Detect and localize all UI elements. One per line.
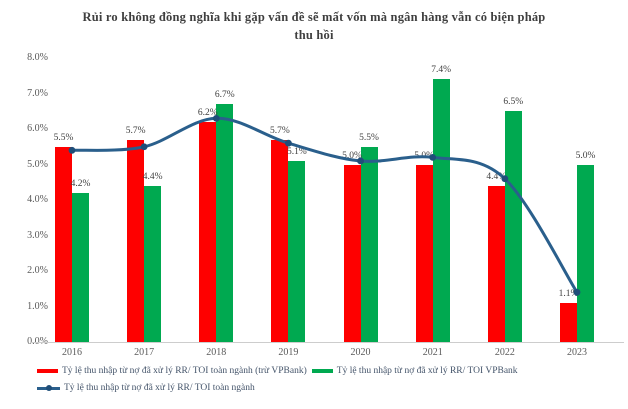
legend-swatch-green-bar-icon xyxy=(311,368,333,374)
y-axis-tick-label: 2.0% xyxy=(27,265,48,276)
y-axis-tick-label: 3.0% xyxy=(27,229,48,241)
bar-red-2016 xyxy=(55,146,72,342)
y-axis-tick-label: 5.0% xyxy=(27,158,48,170)
x-axis-tick-label-2018: 2018 xyxy=(206,347,227,358)
chart-title-line1: Rủi ro không đồng nghĩa khi gặp vấn đề s… xyxy=(82,10,546,24)
y-axis-tick-label: 0.0% xyxy=(6,336,48,348)
bar-green-2017 xyxy=(144,185,162,342)
data-label-red-2016: 5.5% xyxy=(53,132,74,143)
y-axis-tick-label: 7.0% xyxy=(27,87,48,99)
data-label-red-2017: 5.7% xyxy=(125,125,146,136)
bar-green-2019 xyxy=(288,160,306,342)
x-axis-tick-label-2021: 2021 xyxy=(422,347,443,358)
bar-green-2020 xyxy=(360,146,378,342)
data-label-green-2023: 5.0% xyxy=(575,150,596,161)
legend-item-vpbank: Tỷ lệ thu nhập từ nợ đã xử lý RR/ TOI VP… xyxy=(311,366,518,376)
data-label-green-2018: 6.7% xyxy=(214,90,235,101)
data-label-red-2022: 4.4% xyxy=(486,171,507,182)
data-label-red-2018: 6.2% xyxy=(197,107,218,118)
y-axis-tick-label: 8.0% xyxy=(27,52,48,63)
legend-swatch-red-bar-icon xyxy=(37,368,58,374)
legend-item-industry-ex-vpbank: Tỷ lệ thu nhập từ nợ đã xử lý RR/ TOI to… xyxy=(37,366,307,376)
data-label-red-2023: 1.1% xyxy=(558,288,579,299)
bar-red-2017 xyxy=(127,139,145,342)
x-axis-tick-label-2023: 2023 xyxy=(566,347,587,358)
legend-row-2: Tỷ lệ thu nhập từ nợ đã xử lý RR/ TOI to… xyxy=(37,383,597,393)
x-axis-tick-label-2017: 2017 xyxy=(134,347,155,358)
x-axis-tick-label-2022: 2022 xyxy=(494,347,515,358)
legend: Tỷ lệ thu nhập từ nợ đã xử lý RR/ TOI to… xyxy=(37,366,597,400)
data-label-green-2022: 6.5% xyxy=(503,97,524,108)
legend-label-industry-ex-vpbank: Tỷ lệ thu nhập từ nợ đã xử lý RR/ TOI to… xyxy=(62,366,307,376)
bar-green-2022 xyxy=(504,111,522,342)
chart-title-line2: thu hồi xyxy=(294,28,334,43)
bar-red-2018 xyxy=(199,121,217,342)
y-axis-tick-label: 4.0% xyxy=(27,194,48,205)
data-label-green-2019: 5.1% xyxy=(287,146,307,157)
legend-row-1: Tỷ lệ thu nhập từ nợ đã xử lý RR/ TOI to… xyxy=(37,366,597,376)
bar-red-2020 xyxy=(343,164,361,342)
legend-label-industry-line: Tỷ lệ thu nhập từ nợ đã xử lý RR/ TOI to… xyxy=(64,383,255,393)
x-axis-tick-label-2020: 2020 xyxy=(350,347,371,358)
data-label-green-2021: 7.4% xyxy=(431,65,452,76)
bar-green-2018 xyxy=(216,104,234,342)
bar-green-2023 xyxy=(576,164,594,342)
y-axis-tick-label: 1.0% xyxy=(27,300,48,312)
legend-swatch-blue-line-icon xyxy=(37,385,60,392)
bar-red-2022 xyxy=(487,185,505,342)
data-label-red-2019: 5.7% xyxy=(270,125,290,136)
bar-red-2021 xyxy=(415,164,433,342)
bar-green-2016 xyxy=(72,192,89,342)
data-label-green-2020: 5.5% xyxy=(359,132,379,143)
y-axis-tick-label: 6.0% xyxy=(27,123,48,134)
data-label-red-2020: 5.0% xyxy=(342,150,362,161)
x-axis-tick-label-2016: 2016 xyxy=(62,347,82,358)
bar-red-2023 xyxy=(559,302,577,342)
x-axis-tick-label-2019: 2019 xyxy=(278,347,299,358)
bar-green-2021 xyxy=(432,79,450,342)
legend-item-industry-line: Tỷ lệ thu nhập từ nợ đã xử lý RR/ TOI to… xyxy=(37,383,255,393)
chart-title: Rủi ro không đồng nghĩa khi gặp vấn đề s… xyxy=(0,8,628,44)
legend-label-vpbank: Tỷ lệ thu nhập từ nợ đã xử lý RR/ TOI VP… xyxy=(336,366,518,376)
data-label-green-2016: 4.2% xyxy=(70,178,91,189)
data-label-red-2021: 5.0% xyxy=(414,150,435,161)
bar-red-2019 xyxy=(271,139,289,342)
data-label-green-2017: 4.4% xyxy=(142,171,163,182)
x-axis-line xyxy=(30,342,624,343)
